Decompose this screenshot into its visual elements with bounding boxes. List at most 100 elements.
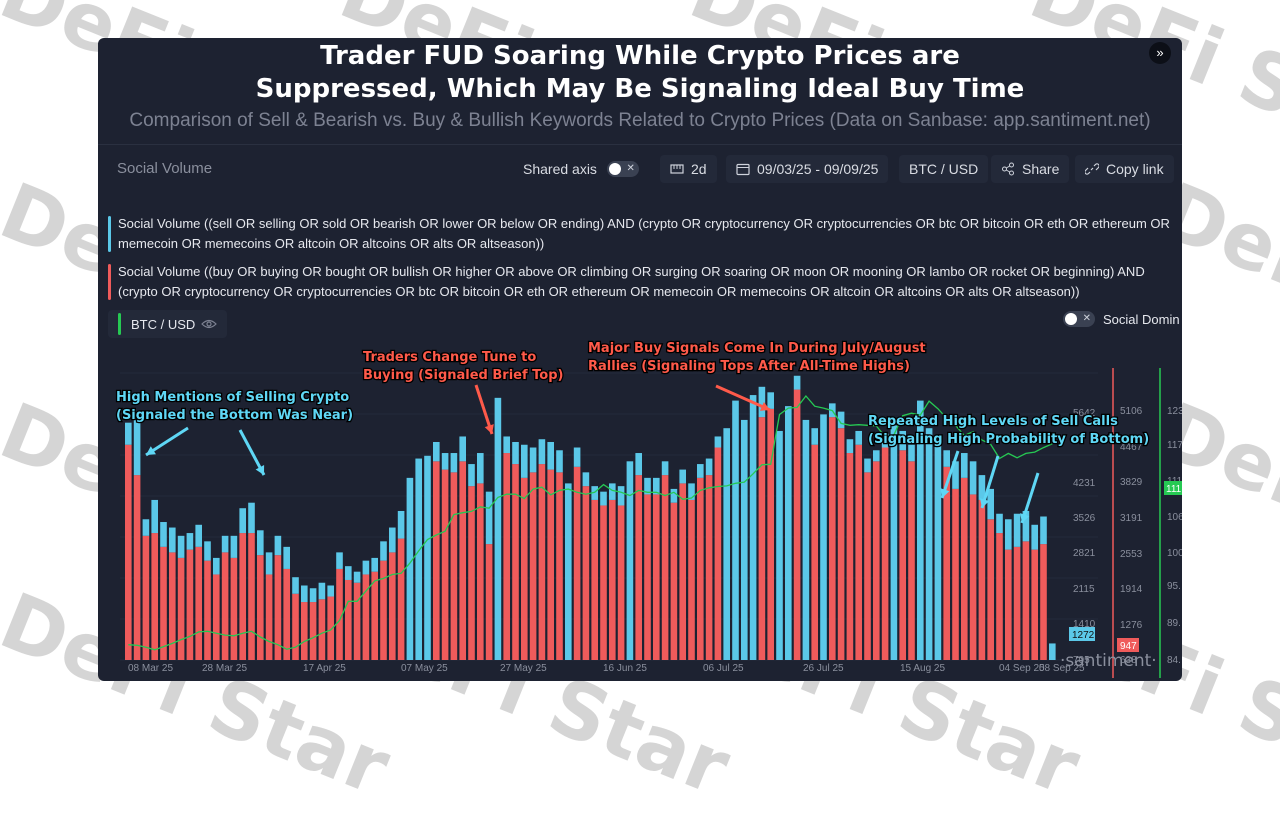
annotation-text: Rallies (Signaling Tops After All-Time H… xyxy=(588,359,910,374)
sell-bar xyxy=(345,566,352,580)
annotation-text: (Signaling High Probability of Bottom) xyxy=(868,432,1149,447)
buy-bar xyxy=(213,574,220,660)
sell-bar xyxy=(397,510,405,539)
annotation-arrowhead xyxy=(1020,513,1030,523)
sell-bar xyxy=(133,417,141,476)
sell-bar xyxy=(1022,510,1030,542)
expand-icon[interactable]: » xyxy=(1149,42,1171,64)
buy-bar xyxy=(556,472,563,660)
sell-bar xyxy=(538,439,546,465)
sell-axis-tick: 3526 xyxy=(1073,513,1096,524)
metric-btc-chip[interactable]: BTC / USD xyxy=(108,310,228,338)
buy-bar xyxy=(987,519,994,660)
social-dominance-toggle[interactable]: ✕ xyxy=(1063,311,1095,327)
sell-axis-tick: 5642 xyxy=(1073,408,1096,419)
sell-bar xyxy=(679,469,686,484)
metric-buy-color xyxy=(108,264,111,300)
date-range-label: 09/03/25 - 09/09/25 xyxy=(757,161,879,177)
sell-bar xyxy=(318,582,326,600)
sell-bar xyxy=(864,458,871,473)
buy-bar xyxy=(503,453,510,660)
sell-bar xyxy=(873,450,880,462)
btc-axis-tick: 100 xyxy=(1167,548,1182,559)
sell-bar xyxy=(908,444,915,462)
annotation-text: High Mentions of Selling Crypto xyxy=(116,390,349,405)
social-dominance-control[interactable]: ✕ Social Domin xyxy=(1063,311,1180,327)
sell-bar xyxy=(855,430,862,445)
interval-button[interactable]: 2d xyxy=(660,155,717,183)
sell-bar xyxy=(793,375,801,390)
metric-buy[interactable]: Social Volume ((buy OR buying OR bought … xyxy=(108,262,1178,302)
copy-link-button[interactable]: Copy link xyxy=(1075,155,1174,183)
sell-bar xyxy=(186,533,194,550)
buy-bar xyxy=(441,469,449,660)
sell-bar xyxy=(503,436,510,454)
sell-bar xyxy=(142,519,150,536)
x-tick-label: 17 Apr 25 xyxy=(303,663,346,674)
buy-bar xyxy=(705,475,713,660)
buy-bar xyxy=(1031,549,1038,660)
date-range-button[interactable]: 09/03/25 - 09/09/25 xyxy=(726,155,889,183)
sell-current-value: 1272 xyxy=(1072,630,1095,641)
sell-bar xyxy=(732,400,739,660)
btc-axis-tick: 84. xyxy=(1167,655,1181,666)
buy-bar xyxy=(142,535,150,660)
sell-bar xyxy=(758,386,766,418)
buy-bar xyxy=(477,483,484,660)
sell-axis-tick: 2821 xyxy=(1073,548,1096,559)
sell-bar xyxy=(257,530,264,556)
sell-bar xyxy=(617,486,625,506)
buy-bar xyxy=(952,488,959,660)
sell-bar xyxy=(485,491,493,545)
sell-bar xyxy=(1031,524,1038,550)
buy-bar xyxy=(248,533,255,660)
sell-bar xyxy=(899,430,906,451)
shared-axis-label: Shared axis xyxy=(523,161,597,177)
buy-bar xyxy=(873,461,880,660)
shared-axis-control[interactable]: Shared axis ✕ xyxy=(523,154,639,184)
metric-sell[interactable]: Social Volume ((sell OR selling OR sold … xyxy=(108,214,1178,254)
pair-button[interactable]: BTC / USD xyxy=(899,155,989,183)
title-line-2: Suppressed, Which May Be Signaling Ideal… xyxy=(255,74,1025,104)
buy-bar xyxy=(793,389,801,660)
sell-bar xyxy=(697,464,704,478)
eye-icon[interactable] xyxy=(201,318,218,330)
interval-label: 2d xyxy=(691,161,707,177)
buy-bar xyxy=(961,477,968,660)
sell-bar xyxy=(160,522,167,547)
buy-bar xyxy=(292,593,299,660)
buy-bar xyxy=(635,475,642,660)
buy-bar xyxy=(389,552,396,660)
sell-axis-tick: 1410 xyxy=(1073,619,1096,630)
sell-bar xyxy=(1040,516,1047,545)
sell-bar xyxy=(529,447,537,473)
share-button[interactable]: Share xyxy=(991,155,1070,183)
buy-bar xyxy=(371,571,378,660)
buy-axis-tick: 5106 xyxy=(1120,406,1143,417)
shared-axis-toggle[interactable]: ✕ xyxy=(606,161,639,177)
sell-bar xyxy=(934,441,942,660)
sell-bar xyxy=(670,488,678,503)
buy-bar xyxy=(283,568,290,660)
sell-bar xyxy=(380,541,387,561)
sell-bar xyxy=(565,483,572,660)
copy-link-label: Copy link xyxy=(1106,161,1164,177)
brand-logo: ·santiment· xyxy=(1060,651,1157,671)
subtitle: Comparison of Sell & Bearish vs. Buy & B… xyxy=(129,110,1151,131)
sell-bar xyxy=(820,414,827,660)
buy-bar xyxy=(345,579,352,660)
buy-bar xyxy=(336,568,343,660)
sell-bar xyxy=(969,461,977,495)
buy-axis-tick: 1914 xyxy=(1120,584,1143,595)
annotation-arrow xyxy=(715,384,771,412)
sell-bar xyxy=(204,541,211,561)
sell-bar xyxy=(292,577,299,594)
metric-buy-line-1: Social Volume ((buy OR buying OR bought … xyxy=(118,264,1145,279)
buy-current-badge xyxy=(1117,638,1139,652)
sell-bar xyxy=(661,461,669,476)
sell-bar xyxy=(688,483,695,500)
buy-bar xyxy=(573,466,581,660)
sell-bar xyxy=(512,441,519,465)
panel-title: Social Volume xyxy=(117,160,213,177)
sell-bar xyxy=(459,436,466,462)
